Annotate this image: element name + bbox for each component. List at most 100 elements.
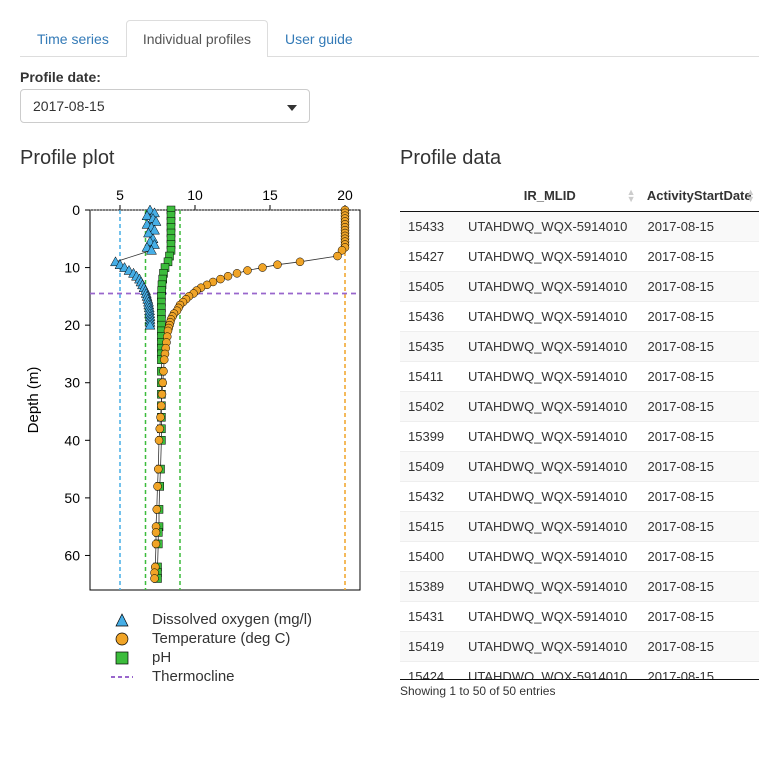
table-cell: UTAHDWQ_WQX-5914010 xyxy=(460,212,640,242)
table-cell: 2017-08-15 xyxy=(640,632,760,662)
tab-bar: Time seriesIndividual profilesUser guide xyxy=(20,20,759,57)
table-cell: 15432 xyxy=(400,482,460,512)
svg-text:40: 40 xyxy=(64,432,80,448)
table-cell: 2017-08-15 xyxy=(640,512,760,542)
table-cell: UTAHDWQ_WQX-5914010 xyxy=(460,332,640,362)
table-cell: 15389 xyxy=(400,572,460,602)
legend-thermocline: Thermocline xyxy=(152,668,235,685)
svg-text:15: 15 xyxy=(262,187,278,203)
table-cell: 2017-08-15 xyxy=(640,362,760,392)
table-cell: 2017-08-15 xyxy=(640,482,760,512)
table-row[interactable]: 15400UTAHDWQ_WQX-59140102017-08-15 xyxy=(400,542,759,572)
table-cell: UTAHDWQ_WQX-5914010 xyxy=(460,482,640,512)
profile-table[interactable]: IR_MLID▲▼ActivityStartDate▲▼ 15433UTAHDW… xyxy=(400,180,759,680)
table-cell: 15419 xyxy=(400,632,460,662)
table-cell: 15400 xyxy=(400,542,460,572)
table-cell: UTAHDWQ_WQX-5914010 xyxy=(460,662,640,681)
table-cell: UTAHDWQ_WQX-5914010 xyxy=(460,542,640,572)
table-cell: 15433 xyxy=(400,212,460,242)
svg-text:30: 30 xyxy=(64,375,80,391)
table-cell: 15411 xyxy=(400,362,460,392)
table-row[interactable]: 15402UTAHDWQ_WQX-59140102017-08-15 xyxy=(400,392,759,422)
svg-text:50: 50 xyxy=(64,490,80,506)
table-cell: UTAHDWQ_WQX-5914010 xyxy=(460,392,640,422)
dash-icon xyxy=(110,670,134,684)
table-cell: 15409 xyxy=(400,452,460,482)
table-cell: 15399 xyxy=(400,422,460,452)
profile-plot: 5 10 15 20 0 10 20 30 40 50 60 Depth (m) xyxy=(20,180,380,603)
svg-text:20: 20 xyxy=(64,317,80,333)
tab-user-guide[interactable]: User guide xyxy=(268,20,370,57)
table-cell: 15431 xyxy=(400,602,460,632)
table-row[interactable]: 15424UTAHDWQ_WQX-59140102017-08-15 xyxy=(400,662,759,681)
table-cell: UTAHDWQ_WQX-5914010 xyxy=(460,632,640,662)
table-row[interactable]: 15409UTAHDWQ_WQX-59140102017-08-15 xyxy=(400,452,759,482)
table-row[interactable]: 15399UTAHDWQ_WQX-59140102017-08-15 xyxy=(400,422,759,452)
svg-text:60: 60 xyxy=(64,547,80,563)
table-cell: UTAHDWQ_WQX-5914010 xyxy=(460,422,640,452)
table-cell: 2017-08-15 xyxy=(640,452,760,482)
plot-legend: Dissolved oxygen (mg/l) Temperature (deg… xyxy=(20,611,380,685)
table-cell: 2017-08-15 xyxy=(640,542,760,572)
legend-ph: pH xyxy=(152,649,171,666)
table-cell: 2017-08-15 xyxy=(640,662,760,681)
table-cell: UTAHDWQ_WQX-5914010 xyxy=(460,362,640,392)
table-row[interactable]: 15435UTAHDWQ_WQX-59140102017-08-15 xyxy=(400,332,759,362)
svg-text:Depth (m): Depth (m) xyxy=(25,367,42,434)
profile-date-value: 2017-08-15 xyxy=(33,98,105,114)
table-title: Profile data xyxy=(400,147,759,170)
table-cell: 15424 xyxy=(400,662,460,681)
table-cell: 15405 xyxy=(400,272,460,302)
caret-down-icon xyxy=(287,98,297,114)
table-row[interactable]: 15431UTAHDWQ_WQX-59140102017-08-15 xyxy=(400,602,759,632)
tab-time-series[interactable]: Time series xyxy=(20,20,126,57)
table-cell: 15435 xyxy=(400,332,460,362)
table-row[interactable]: 15436UTAHDWQ_WQX-59140102017-08-15 xyxy=(400,302,759,332)
table-row[interactable]: 15405UTAHDWQ_WQX-59140102017-08-15 xyxy=(400,272,759,302)
sort-icon: ▲▼ xyxy=(627,189,636,203)
table-cell: 2017-08-15 xyxy=(640,242,760,272)
svg-text:10: 10 xyxy=(64,260,80,276)
table-cell: 15436 xyxy=(400,302,460,332)
table-cell: 2017-08-15 xyxy=(640,332,760,362)
table-cell: UTAHDWQ_WQX-5914010 xyxy=(460,272,640,302)
column-header[interactable]: ActivityStartDate▲▼ xyxy=(640,180,760,212)
table-cell: 2017-08-15 xyxy=(640,602,760,632)
svg-text:5: 5 xyxy=(116,187,124,203)
table-cell: 2017-08-15 xyxy=(640,392,760,422)
table-row[interactable]: 15389UTAHDWQ_WQX-59140102017-08-15 xyxy=(400,572,759,602)
table-cell: UTAHDWQ_WQX-5914010 xyxy=(460,242,640,272)
legend-do: Dissolved oxygen (mg/l) xyxy=(152,611,312,628)
sort-icon: ▲▼ xyxy=(746,189,755,203)
table-row[interactable]: 15419UTAHDWQ_WQX-59140102017-08-15 xyxy=(400,632,759,662)
svg-text:10: 10 xyxy=(187,187,203,203)
profile-date-label: Profile date: xyxy=(20,69,759,85)
table-cell: 15427 xyxy=(400,242,460,272)
table-cell: 15402 xyxy=(400,392,460,422)
circle-icon xyxy=(110,632,134,646)
table-cell: 2017-08-15 xyxy=(640,572,760,602)
table-cell: UTAHDWQ_WQX-5914010 xyxy=(460,602,640,632)
table-cell: 15415 xyxy=(400,512,460,542)
table-cell: 2017-08-15 xyxy=(640,302,760,332)
plot-title: Profile plot xyxy=(20,147,380,170)
table-info: Showing 1 to 50 of 50 entries xyxy=(400,684,759,698)
table-cell: UTAHDWQ_WQX-5914010 xyxy=(460,452,640,482)
table-cell: 2017-08-15 xyxy=(640,272,760,302)
square-icon xyxy=(110,651,134,665)
table-row[interactable]: 15427UTAHDWQ_WQX-59140102017-08-15 xyxy=(400,242,759,272)
table-cell: 2017-08-15 xyxy=(640,422,760,452)
table-cell: UTAHDWQ_WQX-5914010 xyxy=(460,572,640,602)
column-header[interactable]: IR_MLID▲▼ xyxy=(460,180,640,212)
column-header[interactable] xyxy=(400,180,460,212)
table-cell: UTAHDWQ_WQX-5914010 xyxy=(460,512,640,542)
triangle-icon xyxy=(110,613,134,627)
profile-date-dropdown[interactable]: 2017-08-15 xyxy=(20,89,310,123)
svg-text:20: 20 xyxy=(337,187,353,203)
table-row[interactable]: 15411UTAHDWQ_WQX-59140102017-08-15 xyxy=(400,362,759,392)
tab-individual-profiles[interactable]: Individual profiles xyxy=(126,20,268,57)
table-row[interactable]: 15433UTAHDWQ_WQX-59140102017-08-15 xyxy=(400,212,759,242)
table-row[interactable]: 15432UTAHDWQ_WQX-59140102017-08-15 xyxy=(400,482,759,512)
svg-text:0: 0 xyxy=(72,202,80,218)
table-row[interactable]: 15415UTAHDWQ_WQX-59140102017-08-15 xyxy=(400,512,759,542)
